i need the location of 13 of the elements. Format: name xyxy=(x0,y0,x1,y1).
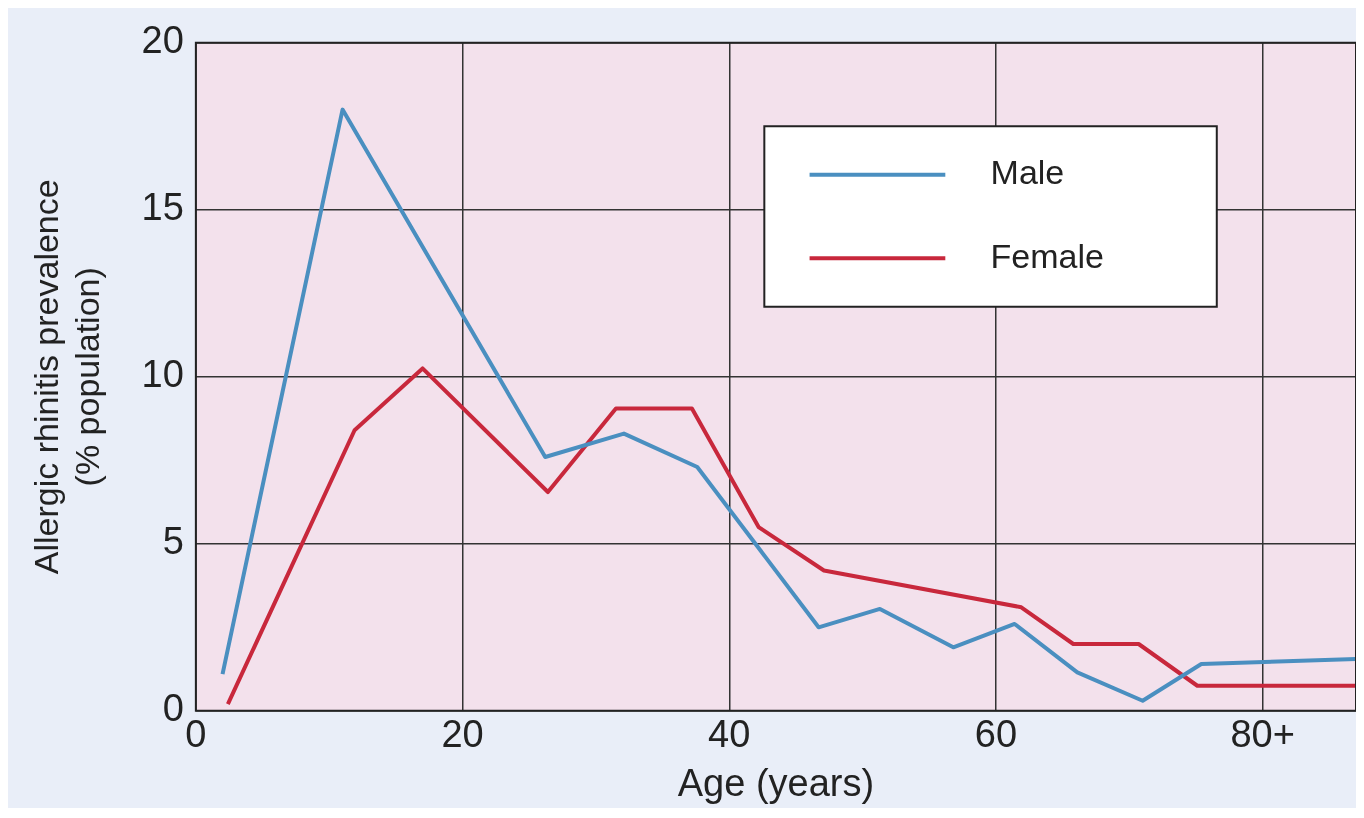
x-tick-label: 40 xyxy=(708,713,751,756)
y-tick-label: 15 xyxy=(141,186,184,229)
x-tick-label: 80+ xyxy=(1230,713,1295,756)
y-axis-title: Allergic rhinitis prevalence (% population) xyxy=(26,179,106,575)
legend-label: Female xyxy=(990,236,1104,275)
y-tick-label: 5 xyxy=(162,520,184,563)
y-tick-label: 0 xyxy=(162,687,184,730)
x-axis-title: Age (years) xyxy=(677,761,875,804)
legend-label: Male xyxy=(990,153,1065,192)
x-tick-label: 60 xyxy=(974,713,1018,756)
x-tick-label: 20 xyxy=(441,713,484,756)
y-tick-label: 20 xyxy=(141,19,184,62)
y-tick-label: 10 xyxy=(141,353,184,396)
